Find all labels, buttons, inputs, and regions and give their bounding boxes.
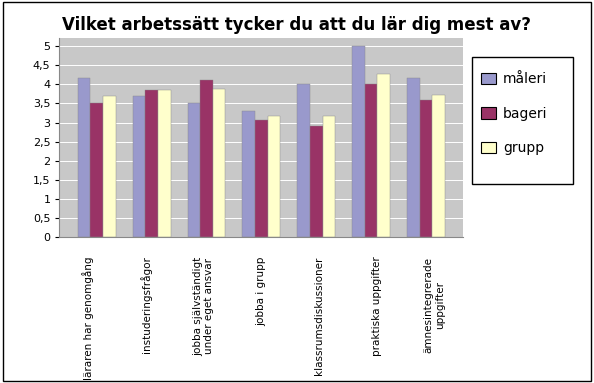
Bar <box>188 103 200 237</box>
Bar <box>365 84 377 237</box>
Bar <box>377 74 390 237</box>
Bar <box>90 103 103 237</box>
Text: bageri: bageri <box>503 107 548 121</box>
Bar <box>213 89 225 237</box>
Text: Vilket arbetssätt tycker du att du lär dig mest av?: Vilket arbetssätt tycker du att du lär d… <box>62 16 532 34</box>
Text: jobba självständigt
under eget ansvar: jobba självständigt under eget ansvar <box>193 257 214 356</box>
Bar <box>103 96 116 237</box>
Text: instuderingsfrågor: instuderingsfrågor <box>140 257 152 354</box>
Bar <box>268 116 280 237</box>
Bar <box>146 90 158 237</box>
Bar <box>310 126 323 237</box>
Bar <box>407 78 420 237</box>
Bar <box>200 80 213 237</box>
Text: klassrumsdiskussioner: klassrumsdiskussioner <box>314 257 324 375</box>
Text: jobba i grupp: jobba i grupp <box>257 257 266 326</box>
Bar <box>132 96 146 237</box>
Bar <box>323 116 335 237</box>
Bar <box>242 111 255 237</box>
Bar <box>420 100 432 237</box>
Bar <box>432 95 445 237</box>
Text: praktiska uppgifter: praktiska uppgifter <box>372 257 382 356</box>
Text: måleri: måleri <box>503 72 547 87</box>
Bar <box>158 90 170 237</box>
Bar <box>298 84 310 237</box>
Bar <box>255 120 268 237</box>
Bar <box>78 78 90 237</box>
Text: läraren har genomgång: läraren har genomgång <box>83 257 94 380</box>
Text: grupp: grupp <box>503 141 544 155</box>
Bar <box>352 46 365 237</box>
Text: ämnesintegrerade
uppgifter: ämnesintegrerade uppgifter <box>424 257 446 353</box>
